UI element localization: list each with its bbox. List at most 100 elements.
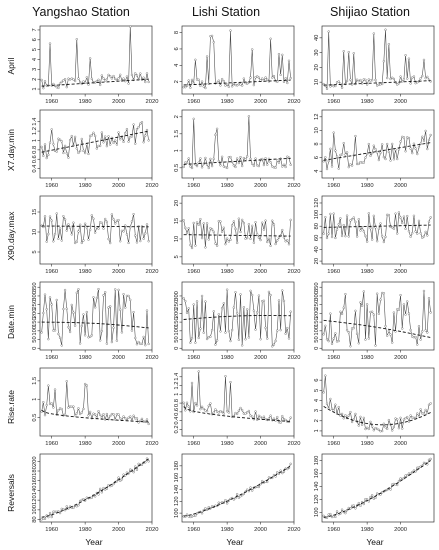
data-point (401, 221, 404, 225)
data-point (60, 80, 63, 84)
data-point (411, 76, 414, 79)
data-point (237, 338, 240, 341)
data-point (224, 331, 227, 334)
data-point (99, 413, 102, 417)
data-point (75, 291, 78, 294)
data-point (220, 410, 224, 414)
data-point (182, 165, 185, 169)
data-point (249, 157, 252, 161)
data-point (354, 220, 357, 224)
y-tick-label: 5 (32, 250, 38, 253)
data-point (82, 313, 85, 316)
data-point (362, 230, 365, 233)
data-point (337, 339, 340, 343)
data-point (329, 397, 332, 401)
data-point (422, 235, 426, 238)
data-point (222, 412, 225, 415)
panel-frame (39, 109, 153, 179)
data-point (384, 28, 387, 31)
x-tick-label: 2020 (146, 99, 159, 105)
data-point (334, 236, 337, 240)
data-point (379, 151, 382, 154)
y-tick-label: 20 (174, 200, 180, 206)
data-point (426, 147, 429, 151)
data-point (75, 240, 78, 244)
y-tick-label: 120 (314, 494, 320, 504)
data-point (374, 344, 377, 347)
x-tick-label: 2000 (394, 441, 407, 447)
data-point (355, 235, 359, 238)
data-point (199, 157, 202, 160)
data-point (80, 324, 83, 328)
data-point (231, 224, 234, 227)
data-point (57, 332, 60, 336)
data-point (254, 157, 257, 160)
data-point (204, 156, 207, 160)
data-point (222, 80, 225, 83)
x-tick-label: 2000 (254, 355, 267, 361)
data-point (42, 87, 45, 90)
data-point (232, 306, 235, 309)
data-point (97, 410, 100, 413)
data-point (52, 406, 55, 409)
data-point (419, 408, 422, 411)
data-point (340, 312, 344, 316)
data-point (43, 215, 47, 218)
data-point (257, 485, 261, 489)
data-point (429, 133, 432, 137)
data-point (48, 296, 52, 299)
data-point (189, 86, 192, 89)
data-point (205, 410, 209, 413)
data-point (269, 37, 272, 40)
data-point (48, 215, 52, 218)
data-point (412, 142, 416, 145)
data-point (104, 135, 107, 138)
y-tick-label: 140 (314, 482, 320, 492)
data-point (122, 77, 125, 80)
data-point (65, 307, 68, 310)
data-point (43, 293, 47, 296)
data-point (72, 311, 75, 314)
data-point (360, 304, 364, 307)
data-point (194, 58, 197, 61)
data-point (144, 232, 147, 235)
panel-frame (39, 25, 153, 95)
data-point (427, 403, 431, 406)
x-axis-title-2: Year (366, 537, 383, 547)
data-point (354, 309, 357, 312)
x-tick-label: 1980 (79, 269, 92, 275)
data-point (251, 415, 254, 418)
data-point (337, 167, 340, 170)
data-point (229, 339, 232, 343)
data-point (287, 59, 291, 62)
data-point (334, 332, 337, 335)
data-point (347, 331, 350, 334)
data-point (366, 303, 369, 306)
data-point (77, 288, 80, 291)
y-tick-label: 100 (314, 326, 320, 336)
data-point (381, 82, 384, 86)
y-tick-label: 50 (314, 336, 320, 342)
data-point (359, 415, 362, 419)
data-point (62, 307, 65, 311)
y-tick-label: 0 (174, 347, 180, 350)
data-point (330, 342, 334, 345)
x-tick-label: 2020 (288, 527, 301, 533)
y-tick-label: 140 (32, 486, 38, 496)
data-point (246, 82, 249, 85)
data-point (387, 150, 390, 153)
data-point (147, 139, 150, 142)
data-point (114, 288, 117, 291)
data-point (195, 404, 199, 407)
data-point (110, 340, 114, 344)
data-point (281, 414, 284, 418)
data-point (371, 494, 374, 497)
data-point (427, 458, 431, 461)
data-point (276, 80, 279, 83)
data-point (205, 222, 209, 225)
data-point (119, 73, 122, 76)
series-line (183, 116, 291, 169)
data-point (247, 409, 250, 413)
data-point (241, 218, 244, 222)
